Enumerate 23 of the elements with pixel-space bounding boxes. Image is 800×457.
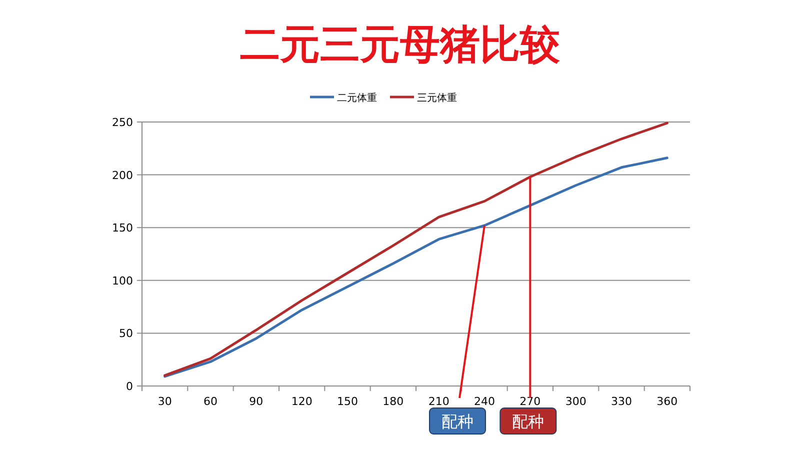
- x-tick-label: 90: [249, 395, 264, 408]
- x-tick-label: 300: [565, 395, 586, 408]
- annotation: 配种: [442, 412, 474, 431]
- x-tick-label: 270: [520, 395, 541, 408]
- y-tick-label: 250: [112, 116, 133, 129]
- y-tick-label: 100: [112, 274, 133, 288]
- y-tick-label: 150: [112, 222, 133, 235]
- annotation: 配种: [512, 412, 544, 431]
- y-tick-label: 50: [119, 327, 133, 340]
- x-tick-label: 210: [428, 395, 450, 408]
- title: 二元三元母猪比较: [240, 22, 560, 68]
- y-tick-label: 200: [112, 168, 133, 182]
- x-tick-label: 150: [337, 395, 358, 408]
- x-tick-label: 120: [291, 395, 312, 408]
- x-tick-label: 60: [204, 395, 218, 408]
- legend-label: 三元体重: [417, 92, 457, 104]
- x-tick-label: 330: [611, 395, 632, 408]
- legend-label: 二元体重: [337, 92, 377, 104]
- x-tick-label: 180: [382, 395, 404, 408]
- x-tick-label: 360: [656, 395, 678, 408]
- x-tick-label: 30: [158, 395, 172, 408]
- y-tick-label: 0: [126, 380, 133, 393]
- x-tick-label: 240: [474, 395, 495, 408]
